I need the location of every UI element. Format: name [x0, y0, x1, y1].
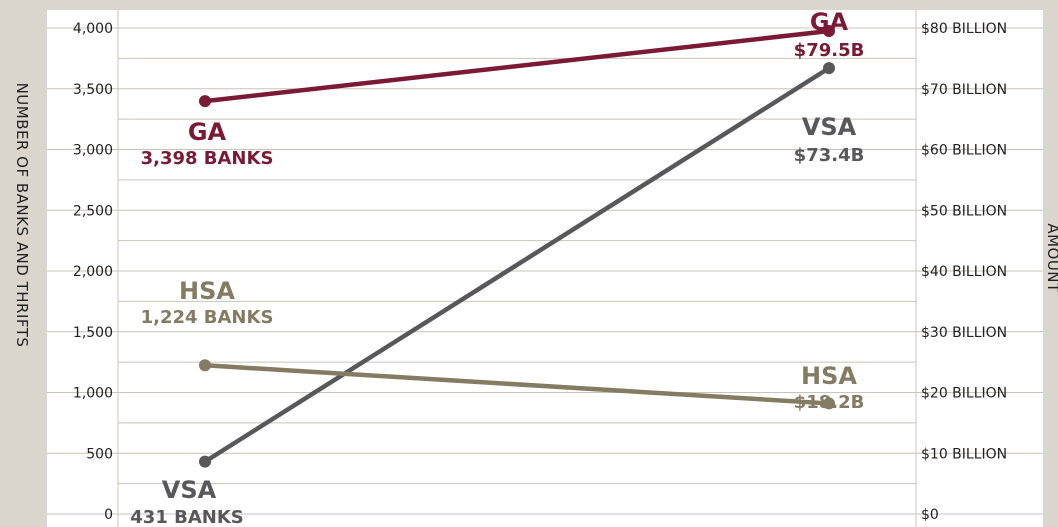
value-label-left-vsa: 431 BANKS: [130, 507, 243, 527]
series-line-ga: [202, 28, 832, 104]
value-label-right-ga: $79.5B: [794, 40, 865, 61]
right-tick-label: $20 BILLION: [921, 386, 1007, 402]
series-line-vsa: [202, 65, 832, 464]
value-label-right-hsa: $18.2B: [794, 392, 865, 413]
right-tick-label: $30 BILLION: [921, 325, 1007, 341]
point-right-hsa: [823, 397, 835, 410]
point-left-vsa: [199, 455, 211, 468]
series-line-hsa: [202, 363, 832, 406]
value-label-left-ga: 3,398 BANKS: [141, 148, 274, 169]
right-tick-panel: [916, 10, 1043, 527]
right-tick-label: $50 BILLION: [921, 203, 1007, 219]
series-name-left-hsa: HSA: [179, 277, 235, 305]
right-tick-label: $80 BILLION: [921, 21, 1007, 37]
point-left-hsa: [199, 359, 211, 372]
left-tick-label: 3,500: [73, 82, 113, 98]
right-axis-title: AMOUNT: [1044, 223, 1058, 293]
right-tick-label: $40 BILLION: [921, 264, 1007, 280]
left-axis-title: NUMBER OF BANKS AND THRIFTS: [13, 83, 31, 348]
left-tick-label: 2,500: [73, 203, 113, 219]
left-tick-label: 1,000: [73, 386, 113, 402]
series-name-left-ga: GA: [188, 118, 227, 146]
value-label-left-hsa: 1,224 BANKS: [141, 307, 274, 328]
left-tick-label: 4,000: [73, 21, 113, 37]
point-right-vsa: [823, 62, 835, 75]
right-tick-label: $60 BILLION: [921, 143, 1007, 159]
top-border: [0, 0, 1058, 10]
left-tick-label: 0: [104, 507, 113, 523]
left-tick-panel: [47, 10, 118, 527]
value-label-right-vsa: $73.4B: [794, 145, 865, 166]
left-tick-label: 2,000: [73, 264, 113, 280]
right-tick-label: $10 BILLION: [921, 446, 1007, 462]
series-name-right-hsa: HSA: [801, 362, 857, 390]
point-right-ga: [823, 25, 835, 38]
series-name-right-vsa: VSA: [802, 113, 857, 141]
right-tick-label: $0: [921, 507, 939, 523]
series-name-right-ga: GA: [810, 8, 849, 36]
point-left-ga: [199, 95, 211, 108]
left-tick-label: 500: [86, 446, 113, 462]
left-tick-label: 3,000: [73, 143, 113, 159]
right-tick-label: $70 BILLION: [921, 82, 1007, 98]
series-name-left-vsa: VSA: [162, 476, 217, 504]
left-tick-label: 1,500: [73, 325, 113, 341]
